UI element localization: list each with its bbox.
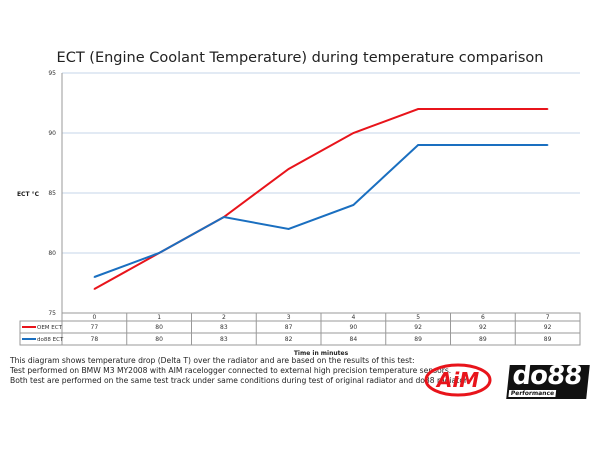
x-tick-label: 0 bbox=[92, 314, 96, 321]
aim-logo: AiM bbox=[424, 363, 492, 397]
data-table-value: 90 bbox=[350, 324, 358, 331]
data-table-value: 92 bbox=[479, 324, 487, 331]
y-tick-label: 95 bbox=[48, 70, 56, 77]
data-point bbox=[546, 108, 549, 110]
data-point bbox=[287, 168, 290, 170]
data-table-value: 87 bbox=[285, 324, 293, 331]
data-point bbox=[352, 132, 355, 134]
ect-line-chart: 75 80 85 90 95 ECT °C 0 1 2 3 4 5 6 7 OEM ECT 77 80 83 87 9… bbox=[17, 70, 581, 357]
data-point bbox=[417, 144, 419, 146]
data-table-value: 80 bbox=[155, 324, 163, 331]
data-point bbox=[158, 252, 160, 254]
data-point bbox=[93, 288, 96, 290]
y-tick-label: 80 bbox=[48, 250, 56, 257]
data-table-value: 92 bbox=[414, 324, 422, 331]
data-table-value: 89 bbox=[479, 336, 487, 343]
x-tick-label: 5 bbox=[416, 314, 420, 321]
data-point bbox=[546, 144, 549, 146]
note-line-2: Test performed on BMW M3 MY2008 with AIM… bbox=[10, 366, 452, 375]
x-tick-label: 3 bbox=[287, 314, 291, 321]
x-tick-label: 2 bbox=[222, 314, 226, 321]
data-table-value: 83 bbox=[220, 336, 228, 343]
data-point bbox=[93, 276, 96, 278]
do88-logo: do88 Performance bbox=[506, 361, 590, 399]
x-tick-label: 6 bbox=[481, 314, 485, 321]
x-axis-label: Time in minutes bbox=[294, 350, 349, 357]
legend-label: OEM ECT bbox=[37, 325, 63, 331]
data-point bbox=[417, 108, 419, 110]
data-table-value: 89 bbox=[414, 336, 422, 343]
chart-title: ECT (Engine Coolant Temperature) during … bbox=[56, 50, 544, 66]
note-line-3: Both test are performed on the same test… bbox=[10, 376, 469, 385]
svg-text:AiM: AiM bbox=[435, 368, 479, 392]
y-axis-label: ECT °C bbox=[17, 191, 40, 198]
data-point bbox=[482, 144, 484, 146]
data-point bbox=[287, 228, 290, 230]
legend-label: do88 ECT bbox=[37, 337, 64, 343]
data-point bbox=[352, 204, 355, 206]
y-tick-label: 75 bbox=[48, 310, 56, 317]
data-table-value: 89 bbox=[544, 336, 552, 343]
do88-logo-subtext: Performance bbox=[508, 390, 557, 397]
x-tick-label: 7 bbox=[546, 314, 550, 321]
x-tick-label: 4 bbox=[351, 314, 355, 321]
data-table-value: 83 bbox=[220, 324, 228, 331]
x-tick-label: 1 bbox=[157, 314, 161, 321]
data-table-value: 80 bbox=[155, 336, 163, 343]
series-line-do88-ect bbox=[94, 144, 548, 278]
do88-logo-text: do88 bbox=[511, 361, 583, 391]
series-line-oem-ect bbox=[93, 108, 548, 290]
data-table-value: 77 bbox=[91, 324, 99, 331]
data-point bbox=[482, 108, 484, 110]
data-table-value: 92 bbox=[544, 324, 552, 331]
data-point bbox=[223, 216, 225, 218]
data-table-value: 84 bbox=[350, 336, 358, 343]
y-tick-label: 90 bbox=[48, 130, 56, 137]
note-line-1: This diagram shows temperature drop (Del… bbox=[10, 356, 415, 365]
y-tick-label: 85 bbox=[48, 190, 56, 197]
data-table-value: 82 bbox=[285, 336, 293, 343]
data-table-value: 78 bbox=[91, 336, 99, 343]
